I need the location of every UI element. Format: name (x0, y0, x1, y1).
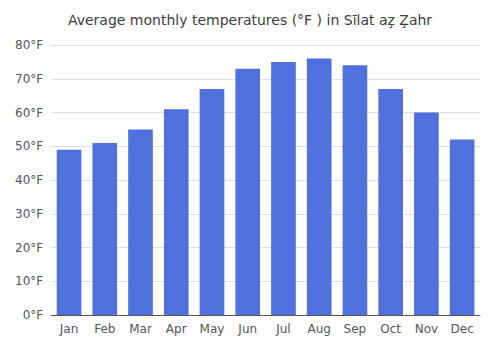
svg-text:Average monthly temperatures (: Average monthly temperatures (°F ) in Sī… (68, 12, 432, 28)
svg-text:Nov: Nov (415, 322, 438, 336)
svg-text:10°F: 10°F (15, 274, 43, 288)
svg-text:Sep: Sep (344, 322, 367, 336)
svg-text:60°F: 60°F (15, 106, 43, 120)
svg-text:80°F: 80°F (15, 38, 43, 52)
svg-text:20°F: 20°F (15, 241, 43, 255)
svg-text:Jan: Jan (59, 322, 79, 336)
svg-text:Mar: Mar (129, 322, 152, 336)
svg-text:Feb: Feb (94, 322, 115, 336)
svg-text:May: May (200, 322, 225, 336)
svg-text:0°F: 0°F (23, 308, 44, 322)
svg-text:40°F: 40°F (15, 173, 43, 187)
svg-text:Apr: Apr (166, 322, 187, 336)
svg-text:Dec: Dec (451, 322, 474, 336)
svg-text:50°F: 50°F (15, 139, 43, 153)
svg-text:Aug: Aug (307, 322, 330, 336)
svg-text:Jul: Jul (275, 322, 290, 336)
svg-text:30°F: 30°F (15, 207, 43, 221)
svg-text:Jun: Jun (237, 322, 257, 336)
svg-text:Oct: Oct (380, 322, 401, 336)
svg-text:70°F: 70°F (15, 72, 43, 86)
